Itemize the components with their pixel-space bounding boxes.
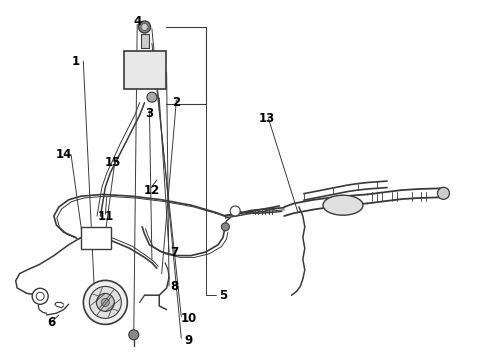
Bar [123,51,166,89]
Text: 2: 2 [172,96,180,109]
Bar [141,35,148,48]
Circle shape [139,21,150,33]
Bar [80,226,111,249]
Circle shape [36,292,44,300]
Text: 8: 8 [170,280,178,293]
Text: 13: 13 [259,112,275,125]
Circle shape [147,92,157,102]
Text: 6: 6 [48,316,55,329]
Text: 11: 11 [97,210,114,222]
Text: 10: 10 [180,312,197,325]
Text: 5: 5 [219,289,227,302]
Circle shape [230,206,240,216]
Text: 3: 3 [146,107,153,120]
Ellipse shape [323,195,363,215]
Circle shape [83,280,127,324]
Text: 14: 14 [55,148,72,161]
Text: 7: 7 [170,246,178,258]
Circle shape [129,330,139,340]
Text: 1: 1 [72,55,80,68]
Text: 12: 12 [144,184,160,197]
Circle shape [32,288,48,304]
Circle shape [221,223,229,231]
Text: 15: 15 [104,156,121,168]
Circle shape [141,23,148,31]
Circle shape [97,293,114,311]
Circle shape [89,287,122,318]
Circle shape [101,298,109,306]
Text: 9: 9 [185,334,193,347]
Circle shape [438,187,449,199]
Text: 4: 4 [133,15,141,28]
